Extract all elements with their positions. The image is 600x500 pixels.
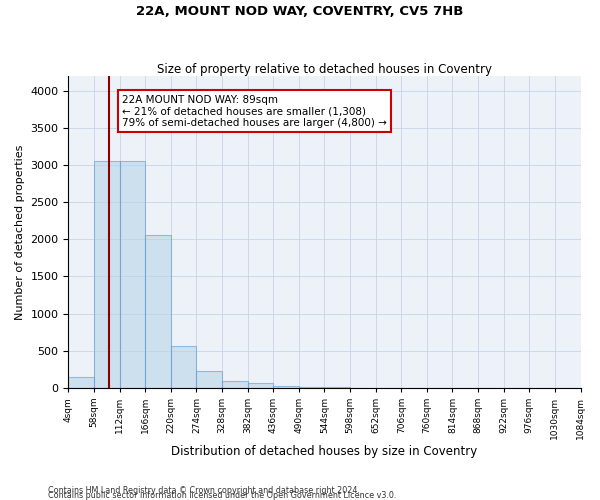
Bar <box>273 386 299 388</box>
Bar <box>196 372 222 388</box>
Bar <box>68 376 94 388</box>
Text: Contains HM Land Registry data © Crown copyright and database right 2024.: Contains HM Land Registry data © Crown c… <box>48 486 360 495</box>
X-axis label: Distribution of detached houses by size in Coventry: Distribution of detached houses by size … <box>172 444 478 458</box>
Bar <box>94 160 119 388</box>
Y-axis label: Number of detached properties: Number of detached properties <box>15 144 25 320</box>
Bar <box>119 160 145 388</box>
Text: 22A, MOUNT NOD WAY, COVENTRY, CV5 7HB: 22A, MOUNT NOD WAY, COVENTRY, CV5 7HB <box>136 5 464 18</box>
Bar <box>171 346 196 388</box>
Bar <box>248 384 273 388</box>
Bar <box>299 387 325 388</box>
Bar <box>222 381 248 388</box>
Title: Size of property relative to detached houses in Coventry: Size of property relative to detached ho… <box>157 63 492 76</box>
Text: 22A MOUNT NOD WAY: 89sqm
← 21% of detached houses are smaller (1,308)
79% of sem: 22A MOUNT NOD WAY: 89sqm ← 21% of detach… <box>122 94 388 128</box>
Text: Contains public sector information licensed under the Open Government Licence v3: Contains public sector information licen… <box>48 491 397 500</box>
Bar <box>145 235 171 388</box>
